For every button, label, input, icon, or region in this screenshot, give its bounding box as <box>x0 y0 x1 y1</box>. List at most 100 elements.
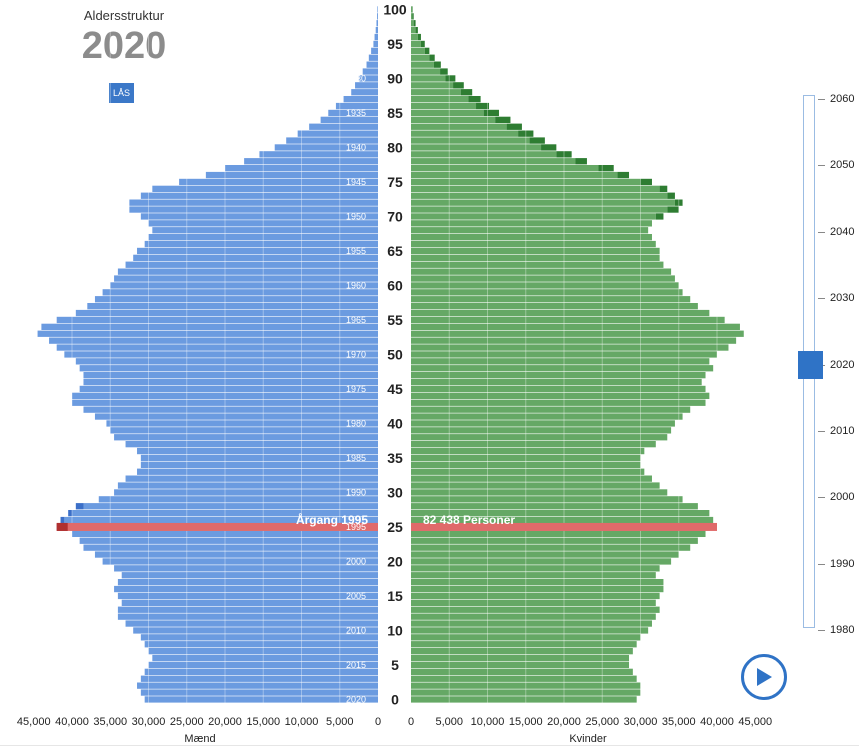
female-bar <box>411 654 630 662</box>
age-tick-label: 25 <box>387 519 403 535</box>
male-bar <box>94 413 378 420</box>
male-x-tick-label: 25,000 <box>170 716 204 728</box>
male-bar <box>152 227 378 234</box>
male-x-tick-label: 0 <box>375 716 381 728</box>
female-projection-bar <box>667 206 679 213</box>
male-bar <box>140 192 378 199</box>
selected-year: 2020 <box>81 25 167 67</box>
female-bar <box>411 27 416 34</box>
male-bar <box>144 696 378 703</box>
female-bar <box>411 234 652 241</box>
female-x-tick-label: 25,000 <box>585 716 619 728</box>
female-bar <box>411 20 414 27</box>
female-bar <box>411 247 660 255</box>
male-bar <box>335 102 378 110</box>
female-projection-bar <box>640 178 652 186</box>
female-projection-bar <box>495 116 511 123</box>
male-bar <box>148 220 378 227</box>
birth-year-label: 2020 <box>346 694 366 704</box>
male-x-tick-label: 40,000 <box>55 716 89 728</box>
male-bar <box>125 441 378 448</box>
male-bar <box>148 648 378 655</box>
female-bar <box>411 434 668 441</box>
male-bar <box>56 344 378 351</box>
female-bar <box>411 406 691 413</box>
female-bar <box>411 137 530 144</box>
timeline-year-label: 1980 <box>830 624 855 637</box>
female-bar <box>411 392 710 399</box>
male-x-tick-label: 30,000 <box>132 716 166 728</box>
male-bar <box>87 303 379 310</box>
female-bar <box>411 606 660 613</box>
male-bar <box>125 261 378 268</box>
male-x-tick-label: 5,000 <box>326 716 354 728</box>
male-bar <box>102 558 378 565</box>
female-bar <box>411 516 714 524</box>
female-bar <box>411 696 637 703</box>
age-tick-label: 85 <box>387 105 403 121</box>
female-bar <box>411 151 557 158</box>
female-bar <box>411 544 691 551</box>
female-bar <box>411 282 679 289</box>
female-bar <box>411 599 656 606</box>
female-bar <box>411 620 652 627</box>
female-bar <box>411 558 672 565</box>
male-bar <box>79 537 379 544</box>
female-projection-bar <box>476 102 490 110</box>
female-projection-bar <box>518 130 534 137</box>
female-projection-bar <box>417 33 421 41</box>
female-bar <box>411 475 652 482</box>
male-bar <box>83 378 378 386</box>
female-bar <box>411 116 496 123</box>
female-bar <box>411 227 649 234</box>
birth-year-label: 1955 <box>346 246 366 256</box>
male-projection-bar <box>68 510 72 517</box>
male-bar <box>148 234 378 241</box>
female-projection-bar <box>506 123 522 130</box>
female-bar <box>411 565 660 572</box>
female-projection-bar <box>575 158 587 165</box>
female-projection-bar <box>541 144 557 151</box>
female-bar <box>411 579 664 586</box>
female-bar <box>411 365 714 372</box>
male-bar <box>374 33 378 41</box>
male-bar <box>110 282 378 289</box>
female-bar <box>411 454 641 462</box>
male-bar <box>152 654 378 662</box>
birth-year-label: 1960 <box>346 280 366 290</box>
play-icon <box>757 668 772 686</box>
male-bar <box>148 661 378 669</box>
female-bar <box>411 413 683 420</box>
female-bar <box>411 441 656 448</box>
highlight-count-label: 82 438 Personer <box>423 513 515 527</box>
male-bar <box>83 503 378 510</box>
timeline-tick <box>818 630 825 632</box>
male-x-tick-label: 35,000 <box>93 716 127 728</box>
timeline-tick <box>818 165 825 167</box>
male-bar <box>137 682 378 689</box>
bottom-divider <box>0 745 859 746</box>
female-bar <box>411 13 413 20</box>
lock-button[interactable]: LÅS <box>109 83 134 103</box>
male-bar <box>205 171 378 179</box>
male-bar <box>106 420 379 427</box>
age-tick-label: 5 <box>391 657 399 673</box>
male-bar <box>377 13 378 20</box>
female-bar <box>411 185 660 192</box>
female-bar <box>411 178 641 186</box>
male-x-tick-label: 10,000 <box>285 716 319 728</box>
male-bar <box>64 351 378 358</box>
female-projection-bar <box>468 96 481 103</box>
female-bar <box>411 461 641 468</box>
male-bar <box>117 482 379 489</box>
female-bar <box>411 385 706 393</box>
timeline-year-label: 2010 <box>830 425 855 437</box>
age-tick-label: 70 <box>387 208 403 224</box>
female-projection-bar <box>440 68 448 75</box>
female-bar <box>411 420 675 427</box>
female-bar <box>411 447 645 455</box>
timeline-handle[interactable] <box>798 350 823 379</box>
female-bar <box>411 634 641 641</box>
play-button[interactable] <box>741 654 787 700</box>
male-x-tick-label: 45,000 <box>17 716 51 728</box>
